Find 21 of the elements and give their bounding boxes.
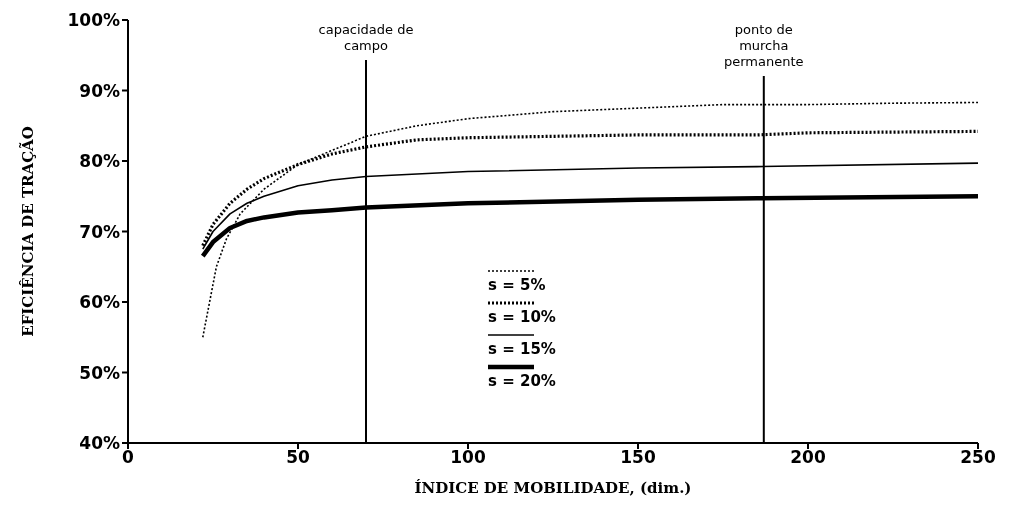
x-tick-label: 150 (620, 447, 656, 468)
y-tick-label: 90% (79, 80, 120, 101)
y-tick-label: 40% (79, 433, 120, 454)
x-tick-label: 200 (790, 447, 826, 468)
y-tick-label: 80% (79, 151, 120, 172)
legend-label: s = 15% (488, 339, 556, 358)
y-tick-label: 70% (79, 221, 120, 242)
x-tick-label: 0 (122, 447, 135, 468)
x-axis-title: ÍNDICE DE MOBILIDADE, (dim.) (414, 479, 692, 497)
legend-label: s = 10% (488, 307, 556, 326)
legend-label: s = 5% (488, 275, 547, 294)
y-tick-label: 50% (79, 362, 120, 383)
legend-label: s = 20% (488, 371, 556, 390)
x-tick-label: 100 (450, 447, 486, 468)
y-axis-title: EFICIÊNCIA DE TRAÇÃO (18, 126, 38, 337)
y-tick-label: 60% (79, 292, 120, 313)
y-tick-label: 100% (67, 10, 120, 31)
x-tick-label: 50 (286, 447, 310, 468)
ref-line-label: capacidade de campo (318, 22, 414, 53)
x-tick-label: 250 (960, 447, 996, 468)
ref-line-label: ponto de murcha permanente (724, 22, 804, 69)
